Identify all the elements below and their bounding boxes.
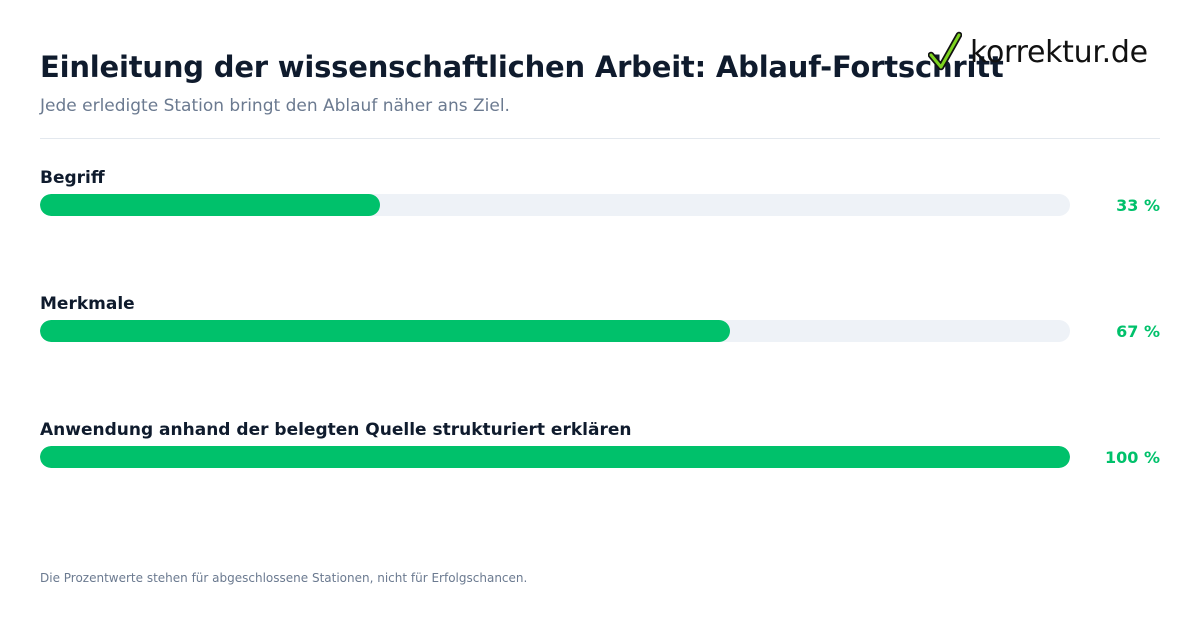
chart-subtitle: Jede erledigte Station bringt den Ablauf… xyxy=(40,96,510,116)
checkmark-icon xyxy=(928,31,962,71)
header-divider xyxy=(40,138,1160,139)
progress-label: Anwendung anhand der belegten Quelle str… xyxy=(40,420,632,440)
progress-label: Begriff xyxy=(40,168,105,188)
progress-row: Anwendung anhand der belegten Quelle str… xyxy=(40,420,1160,480)
brand-logo: korrektur.de xyxy=(928,30,1148,74)
progress-value-label: 33 % xyxy=(1116,196,1160,215)
progress-track xyxy=(40,320,1070,342)
progress-row: Merkmale 67 % xyxy=(40,294,1160,354)
progress-row: Begriff 33 % xyxy=(40,168,1160,228)
progress-fill xyxy=(40,194,380,216)
progress-fill xyxy=(40,320,731,342)
chart-title: Einleitung der wissenschaftlichen Arbeit… xyxy=(40,50,1004,84)
progress-track xyxy=(40,194,1070,216)
progress-value-label: 100 % xyxy=(1105,448,1160,467)
footnote: Die Prozentwerte stehen für abgeschlosse… xyxy=(40,571,528,585)
progress-fill xyxy=(40,446,1070,468)
progress-label: Merkmale xyxy=(40,294,135,314)
logo-text: korrektur.de xyxy=(970,34,1148,70)
progress-value-label: 67 % xyxy=(1116,322,1160,341)
progress-track xyxy=(40,446,1070,468)
